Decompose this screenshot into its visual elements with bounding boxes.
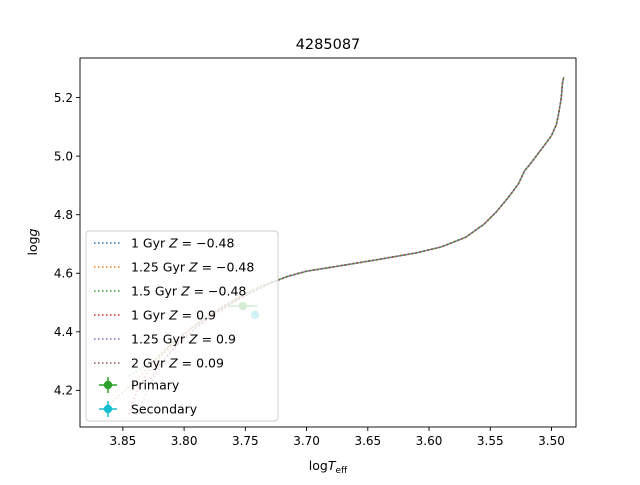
legend-box — [85, 230, 279, 422]
chart-title: 4285087 — [296, 37, 361, 53]
axis-ticks: 3.85 3.80 3.75 3.70 3.65 3.60 3.55 3.50 4.2 4.4 4.… — [54, 91, 565, 448]
legend-label-6: 2 Gyr Z = 0.09 — [131, 356, 224, 371]
legend: 1 Gyr Z = −0.48 1.25 Gyr Z = −0.48 1.5 Gyr… — [85, 230, 279, 422]
legend-label-2: 1.25 Gyr Z = −0.48 — [131, 260, 254, 275]
x-tick-label: 3.70 — [293, 434, 320, 448]
legend-label-1: 1 Gyr Z = −0.48 — [131, 236, 234, 251]
legend-label-secondary: Secondary — [131, 402, 198, 417]
legend-marker-secondary — [99, 401, 117, 417]
y-tick-label: 4.4 — [54, 325, 73, 339]
y-tick-label: 4.8 — [54, 208, 73, 222]
legend-marker-primary — [99, 377, 117, 393]
x-tick-label: 3.60 — [416, 434, 443, 448]
x-tick-label: 3.55 — [477, 434, 504, 448]
legend-label-5: 1.25 Gyr Z = 0.9 — [131, 332, 236, 347]
x-tick-label: 3.50 — [538, 434, 565, 448]
y-tick-label: 4.6 — [54, 267, 73, 281]
series-line-6 — [150, 76, 565, 380]
x-tick-label: 3.65 — [354, 434, 381, 448]
y-tick-label: 5.2 — [54, 91, 73, 105]
y-axis-label: logg — [25, 228, 40, 255]
y-tick-label: 5.0 — [54, 149, 73, 163]
x-tick-label: 3.75 — [232, 434, 259, 448]
y-tick-label: 4.2 — [54, 384, 73, 398]
legend-marker-dot — [103, 380, 113, 390]
legend-marker-dot — [103, 404, 113, 414]
x-tick-label: 3.80 — [171, 434, 198, 448]
legend-label-4: 1 Gyr Z = 0.9 — [131, 308, 216, 323]
legend-label-3: 1.5 Gyr Z = −0.48 — [131, 284, 246, 299]
legend-label-primary: Primary — [131, 378, 180, 393]
x-tick-label: 3.85 — [110, 434, 137, 448]
axes-frame — [79, 57, 577, 428]
